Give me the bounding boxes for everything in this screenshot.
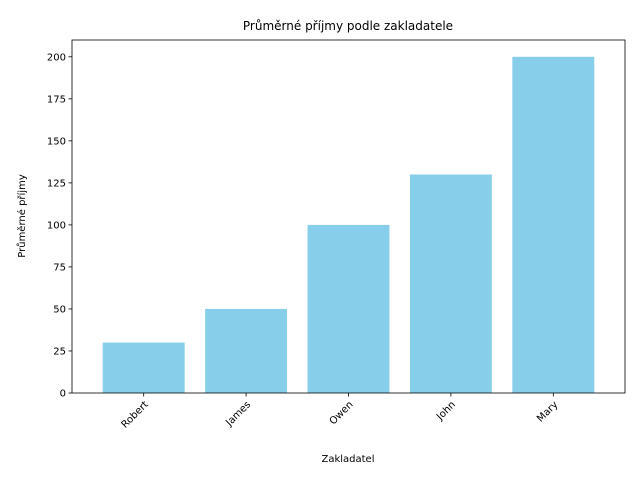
y-tick-label: 0	[60, 389, 66, 400]
plot-frame	[71, 39, 626, 394]
x-axis-title: Zakladatel	[321, 454, 374, 465]
y-tick-label: 200	[47, 52, 66, 63]
y-tick-label: 150	[47, 136, 66, 147]
bar-owen	[307, 224, 390, 393]
bar-robert	[102, 342, 185, 393]
y-tick-label: 100	[47, 220, 66, 231]
y-tick-label: 175	[47, 94, 66, 105]
y-axis: 0 25 50 75 100 125 150 175 200	[47, 52, 72, 400]
bar-mary	[512, 56, 595, 394]
bar-john	[409, 174, 492, 393]
y-tick-label: 50	[53, 304, 66, 315]
chart-title: Průměrné příjmy podle zakladatele	[243, 19, 453, 33]
y-axis-title: Průměrné příjmy	[16, 174, 28, 258]
y-tick-label: 25	[53, 346, 66, 357]
y-tick-label: 75	[53, 262, 66, 273]
bars-group	[102, 56, 595, 394]
y-tick-label: 125	[47, 178, 66, 189]
bar-james	[205, 308, 288, 393]
